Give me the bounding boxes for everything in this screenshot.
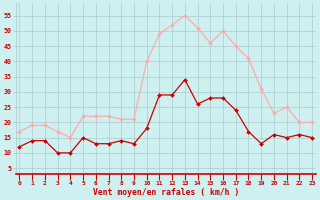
X-axis label: Vent moyen/en rafales ( km/h ): Vent moyen/en rafales ( km/h ) (93, 188, 239, 197)
